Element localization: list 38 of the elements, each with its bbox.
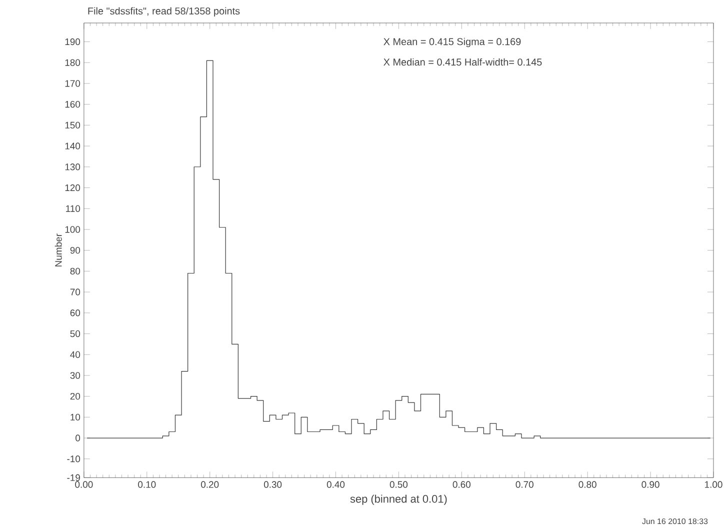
x-tick-label: 0.80 [578,481,596,488]
x-tick-label: 0.30 [264,481,282,488]
y-tick-label: 40 [70,351,80,358]
y-tick-label: 130 [65,164,80,170]
y-tick-label: 100 [65,226,80,233]
y-axis-title: Number [54,234,62,267]
y-tick-label: 180 [65,59,80,66]
x-tick-label: 0.20 [201,481,219,488]
y-tick-label: 20 [70,393,80,400]
chart-title: File "sdssfits", read 58/1358 points [88,7,240,17]
y-tick-label: 160 [65,101,80,108]
x-tick-label: 0.70 [516,481,534,488]
annotation: X Mean = 0.415 Sigma = 0.169 [384,38,521,48]
y-tick-label: -10 [67,456,80,462]
y-tick-label: 170 [65,80,80,87]
y-tick-label: 190 [65,38,80,46]
y-tick-label: 80 [70,268,80,275]
y-tick-label: 110 [66,205,80,212]
x-tick-label: 0.00 [75,481,93,488]
y-tick-label: -19 [67,474,80,482]
x-tick-label: 0.50 [390,481,408,488]
x-tick-label: 0.90 [642,481,660,488]
y-tick-label: 60 [70,310,80,316]
x-tick-label: 0.40 [326,481,345,488]
x-axis-title: sep (binned at 0.01) [350,494,447,506]
y-tick-label: 50 [70,330,80,338]
y-tick-label: 120 [65,184,80,192]
y-tick-label: 140 [65,142,80,150]
x-tick-label: 0.60 [452,481,470,488]
x-tick-label: 1.00 [705,481,722,488]
y-tick-label: 90 [70,247,80,254]
y-tick-label: 0 [76,434,80,442]
y-tick-label: 10 [70,414,80,421]
y-tick-label: 30 [70,372,80,379]
y-tick-label: 150 [65,122,80,129]
y-tick-label: 70 [70,288,80,296]
annotation: X Median = 0.415 Half-width= 0.145 [384,58,542,66]
x-tick-label: 0.10 [138,481,156,488]
